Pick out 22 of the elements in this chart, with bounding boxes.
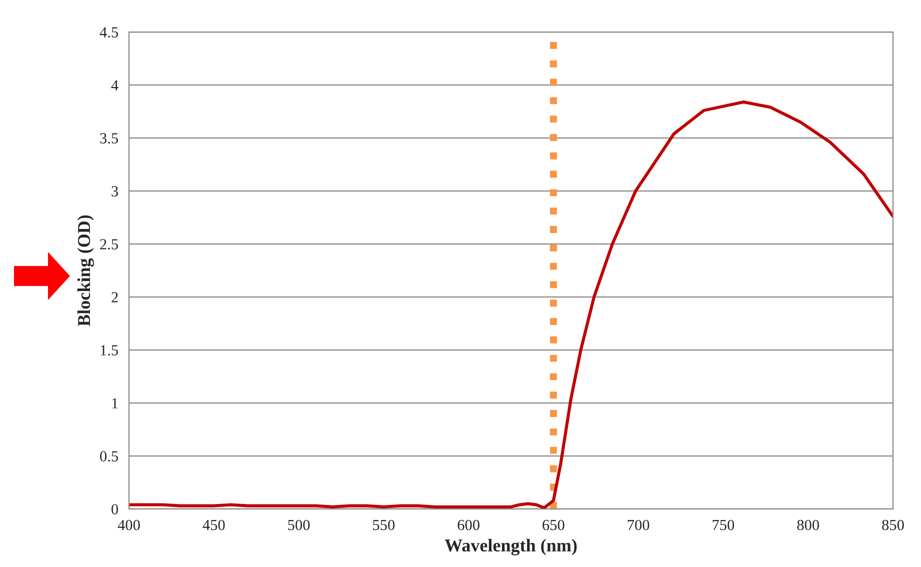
y-tick-label: 3 [112,186,118,196]
x-tick-label: 450 [202,520,225,530]
y-tick-label: 4 [111,80,118,90]
y-tick-label: 0 [112,504,118,514]
x-tick-label: 750 [712,520,734,530]
x-tick-label: 700 [628,520,650,530]
x-tick-label: 650 [542,520,564,530]
x-tick-label: 400 [118,520,140,530]
x-tick-label: 850 [882,520,904,530]
y-tick-label: 0.5 [100,451,118,462]
y-tick-label: 2 [112,292,118,302]
y-tick-label: 2.5 [100,239,118,250]
y-tick-label: 4.5 [100,27,118,38]
x-tick-label: 600 [458,520,480,530]
x-tick-label: 500 [288,520,310,530]
x-tick-label: 800 [797,520,819,530]
x-axis-title: Wavelength (nm) [444,538,577,556]
y-tick-label: 1 [112,398,118,408]
y-axis-title: Blocking (OD) [77,215,94,326]
x-tick-label: 550 [373,520,395,530]
y-tick-label: 3.5 [100,133,118,144]
y-tick-label: 1.5 [100,345,118,356]
